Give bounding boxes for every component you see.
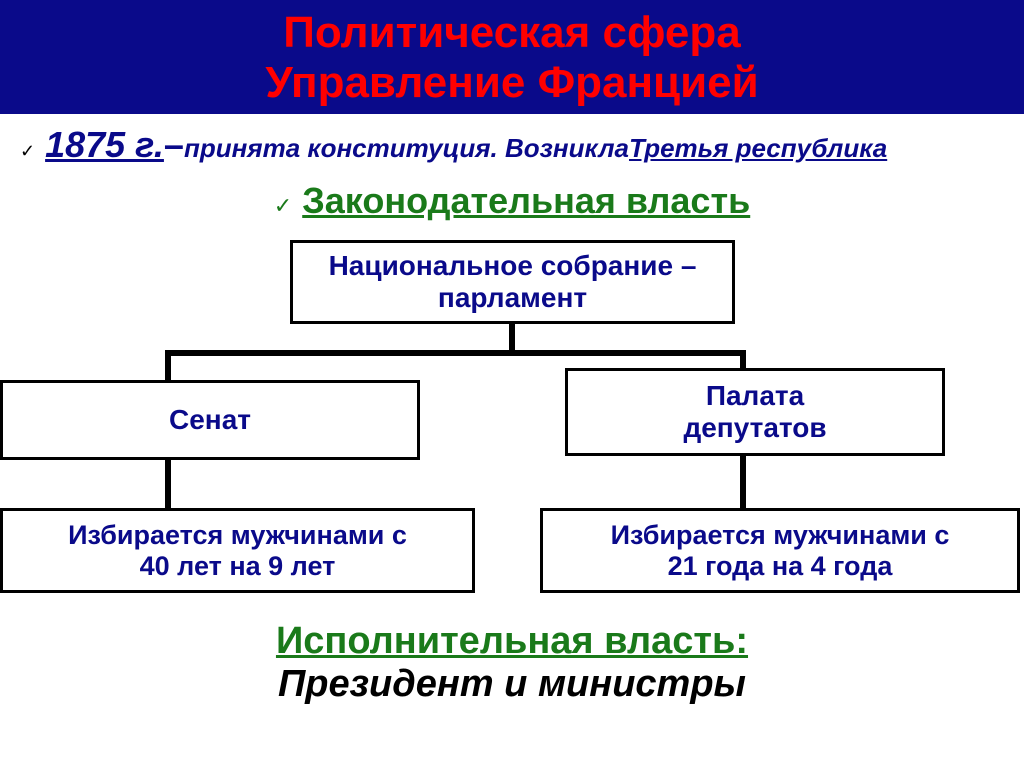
node-deputies-info: Избирается мужчинами с21 года на 4 года [540, 508, 1020, 593]
footer-line1: Исполнительная власть: [0, 620, 1024, 663]
title-line1: Политическая сфера [0, 8, 1024, 58]
connector [165, 460, 171, 508]
subtitle-text: Законодательная власть [302, 180, 750, 222]
node-senate: Сенат [0, 380, 420, 460]
check-icon: ✓ [20, 141, 35, 162]
check-icon: ✓ [274, 193, 292, 219]
footer-block: Исполнительная власть: Президент и минис… [0, 620, 1024, 706]
intro-plain: принята конституция. Возникла [184, 133, 629, 164]
node-deputies: Палатадепутатов [565, 368, 945, 456]
title-header: Политическая сфера Управление Францией [0, 0, 1024, 114]
node-parliament: Национальное собрание –парламент [290, 240, 735, 324]
intro-year: 1875 г. [45, 124, 164, 166]
org-chart: Национальное собрание –парламент Сенат Пал… [0, 240, 1024, 620]
connector [165, 350, 171, 380]
footer-line2: Президент и министры [0, 663, 1024, 706]
title-line2: Управление Францией [0, 58, 1024, 108]
connector [740, 456, 746, 508]
intro-underline: Третья республика [629, 133, 887, 164]
subtitle-line: ✓ Законодательная власть [0, 180, 1024, 222]
connector [740, 350, 746, 370]
intro-line: ✓ 1875 г. – принята конституция. Возникл… [0, 124, 1024, 166]
node-senate-info: Избирается мужчинами с40 лет на 9 лет [0, 508, 475, 593]
connector [165, 350, 745, 356]
intro-dash: – [164, 124, 184, 166]
